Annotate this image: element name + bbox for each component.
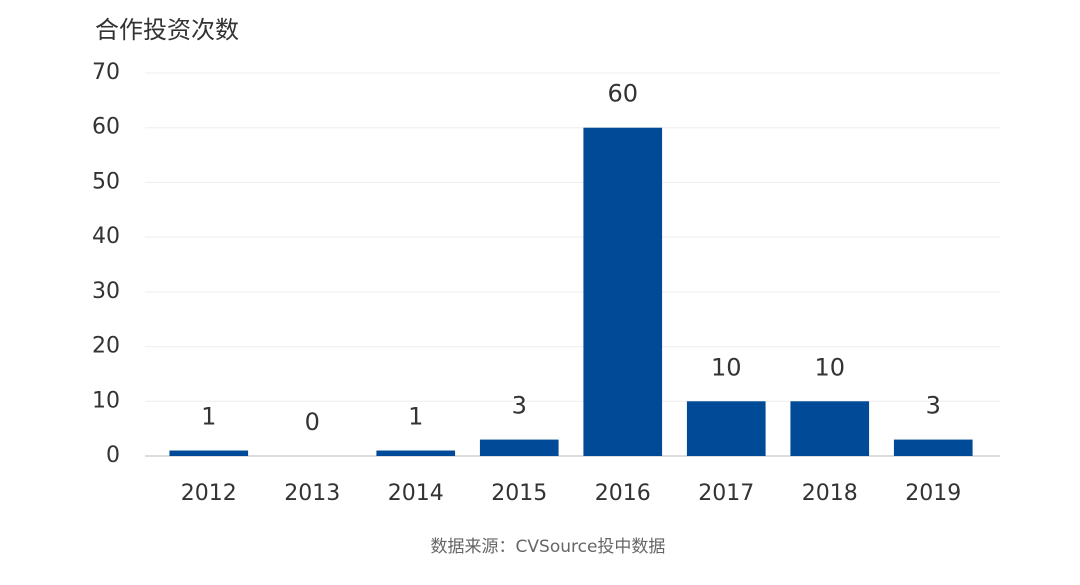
- source-note: 数据来源：CVSource投中数据: [431, 537, 666, 557]
- x-tick-label: 2017: [698, 481, 754, 506]
- bar: [169, 450, 249, 456]
- x-tick-label: 2018: [802, 481, 858, 506]
- y-tick-label: 40: [92, 224, 120, 249]
- x-tick-label: 2015: [491, 481, 547, 506]
- x-tick-label: 2013: [284, 481, 340, 506]
- data-label: 60: [607, 80, 638, 108]
- y-tick-label: 30: [92, 279, 120, 304]
- bar: [376, 450, 456, 456]
- data-label: 0: [305, 408, 320, 436]
- x-tick-label: 2016: [595, 481, 651, 506]
- data-label: 1: [201, 403, 216, 431]
- bar: [790, 401, 870, 456]
- x-tick-label: 2019: [905, 481, 961, 506]
- data-label: 3: [512, 392, 527, 420]
- bar: [893, 439, 973, 456]
- bar: [686, 401, 766, 456]
- chart-title: 合作投资次数: [95, 16, 239, 44]
- y-tick-label: 60: [92, 115, 120, 140]
- data-label: 10: [814, 353, 845, 381]
- bar: [583, 127, 663, 456]
- x-tick-label: 2014: [388, 481, 444, 506]
- y-tick-label: 0: [106, 443, 120, 468]
- data-label: 10: [711, 353, 742, 381]
- y-tick-label: 10: [92, 388, 120, 413]
- y-tick-label: 20: [92, 334, 120, 359]
- y-tick-label: 50: [92, 169, 120, 194]
- bar: [479, 439, 559, 456]
- data-label: 3: [926, 392, 941, 420]
- y-tick-label: 70: [92, 60, 120, 85]
- data-label: 1: [408, 403, 423, 431]
- x-tick-label: 2012: [181, 481, 237, 506]
